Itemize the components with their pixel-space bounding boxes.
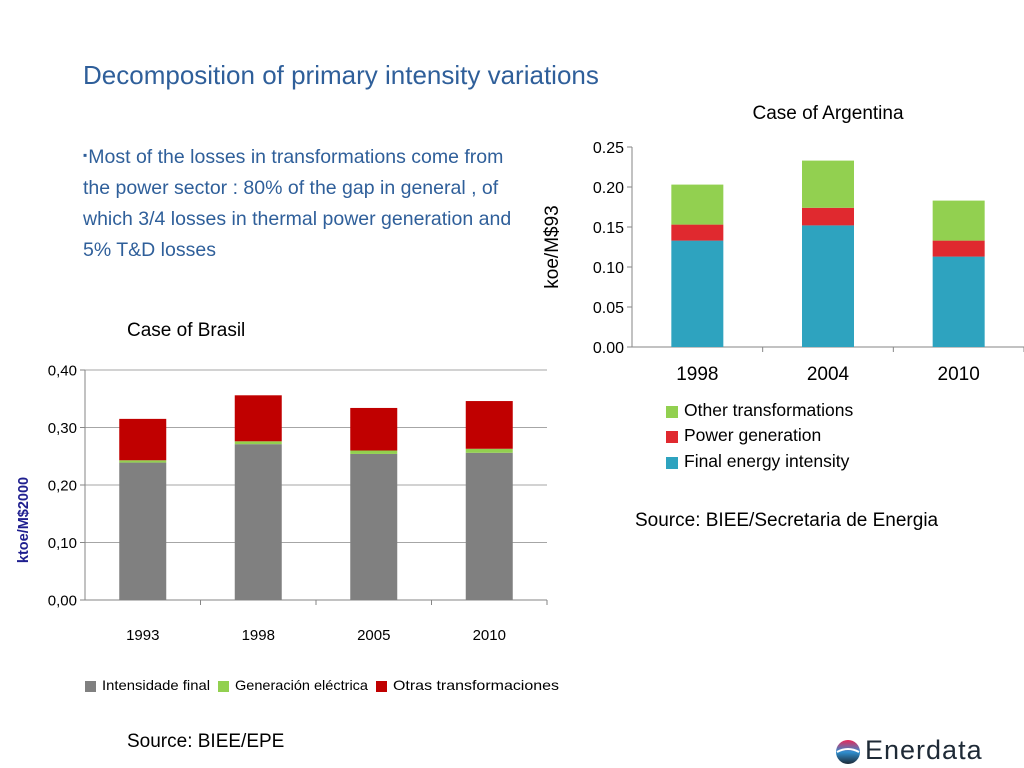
legend-swatch-1	[218, 681, 229, 692]
enerdata-globe-icon	[836, 740, 860, 764]
bar-2010-series-0	[465, 452, 513, 600]
enerdata-logo-text: Enerdata	[865, 735, 983, 765]
legend-label-2: Otras transformaciones	[393, 677, 559, 693]
x-tick-label-2010: 2010	[938, 364, 980, 385]
x-tick-label-2005: 2005	[357, 627, 390, 644]
bar-2010-series-0	[932, 256, 985, 347]
bar-2010-series-1	[465, 448, 513, 453]
y-axis-label: koe/M$93	[542, 205, 563, 288]
bar-2004-series-0	[802, 225, 854, 347]
slide-title: Decomposition of primary intensity varia…	[83, 60, 599, 90]
y-tick-label: 0.10	[593, 260, 624, 277]
enerdata-logo: Enerdata	[835, 734, 1024, 768]
bar-2010-series-2	[932, 200, 985, 241]
bar-1993-series-2	[119, 418, 167, 461]
legend-swatch-2	[666, 406, 678, 418]
legend-swatch-0	[666, 457, 678, 469]
bar-2004-series-1	[802, 207, 854, 226]
y-tick-label: 0,30	[48, 420, 77, 437]
bullet-marker: ▪	[83, 148, 88, 162]
legend-swatch-1	[666, 431, 678, 443]
chart-title: Case of Argentina	[752, 103, 903, 124]
y-tick-label: 0,00	[48, 592, 77, 609]
bar-2005-series-1	[350, 450, 398, 454]
legend-swatch-2	[376, 681, 387, 692]
x-tick-label-1998: 1998	[242, 627, 275, 644]
source-brasil: Source: BIEE/EPE	[127, 731, 285, 752]
bar-1998-series-0	[671, 240, 724, 347]
x-tick-label-1998: 1998	[676, 364, 718, 385]
legend-label-2: Other transformations	[684, 400, 853, 420]
bar-2004-series-2	[802, 160, 854, 208]
legend-label-1: Generación eléctrica	[235, 677, 368, 693]
chart-title: Case of Brasil	[127, 320, 245, 341]
y-tick-label: 0.05	[593, 300, 624, 317]
bar-1998-series-2	[234, 395, 282, 442]
bar-2010-series-1	[932, 240, 985, 257]
y-axis-label: ktoe/M$2000	[16, 477, 32, 563]
x-tick-label-2010: 2010	[473, 627, 506, 644]
bullet-text-block: ▪Most of the losses in transformations c…	[83, 140, 523, 266]
bar-1993-series-1	[119, 460, 167, 463]
legend-label-0: Final energy intensity	[684, 451, 850, 471]
bar-1993-series-0	[119, 462, 167, 600]
legend-label-1: Power generation	[684, 425, 821, 445]
y-tick-label: 0,20	[48, 477, 77, 494]
y-tick-label: 0,40	[48, 362, 77, 379]
x-tick-label-1993: 1993	[126, 627, 159, 644]
y-tick-label: 0.25	[593, 140, 624, 157]
bar-2005-series-0	[350, 453, 398, 600]
legend-label-0: Intensidade final	[102, 677, 210, 693]
bar-2010-series-2	[465, 401, 513, 449]
y-tick-label: 0.20	[593, 180, 624, 197]
bar-1998-series-1	[234, 441, 282, 445]
y-tick-label: 0.00	[593, 340, 624, 357]
bar-1998-series-1	[671, 224, 724, 241]
bar-1998-series-0	[234, 444, 282, 600]
legend-swatch-0	[85, 681, 96, 692]
bar-2005-series-2	[350, 407, 398, 451]
x-tick-label-2004: 2004	[807, 364, 850, 385]
bar-1998-series-2	[671, 184, 724, 225]
bullet-text: Most of the losses in transformations co…	[83, 146, 512, 261]
source-argentina: Source: BIEE/Secretaria de Energia	[635, 510, 939, 531]
y-tick-label: 0.15	[593, 220, 624, 237]
y-tick-label: 0,10	[48, 535, 77, 552]
